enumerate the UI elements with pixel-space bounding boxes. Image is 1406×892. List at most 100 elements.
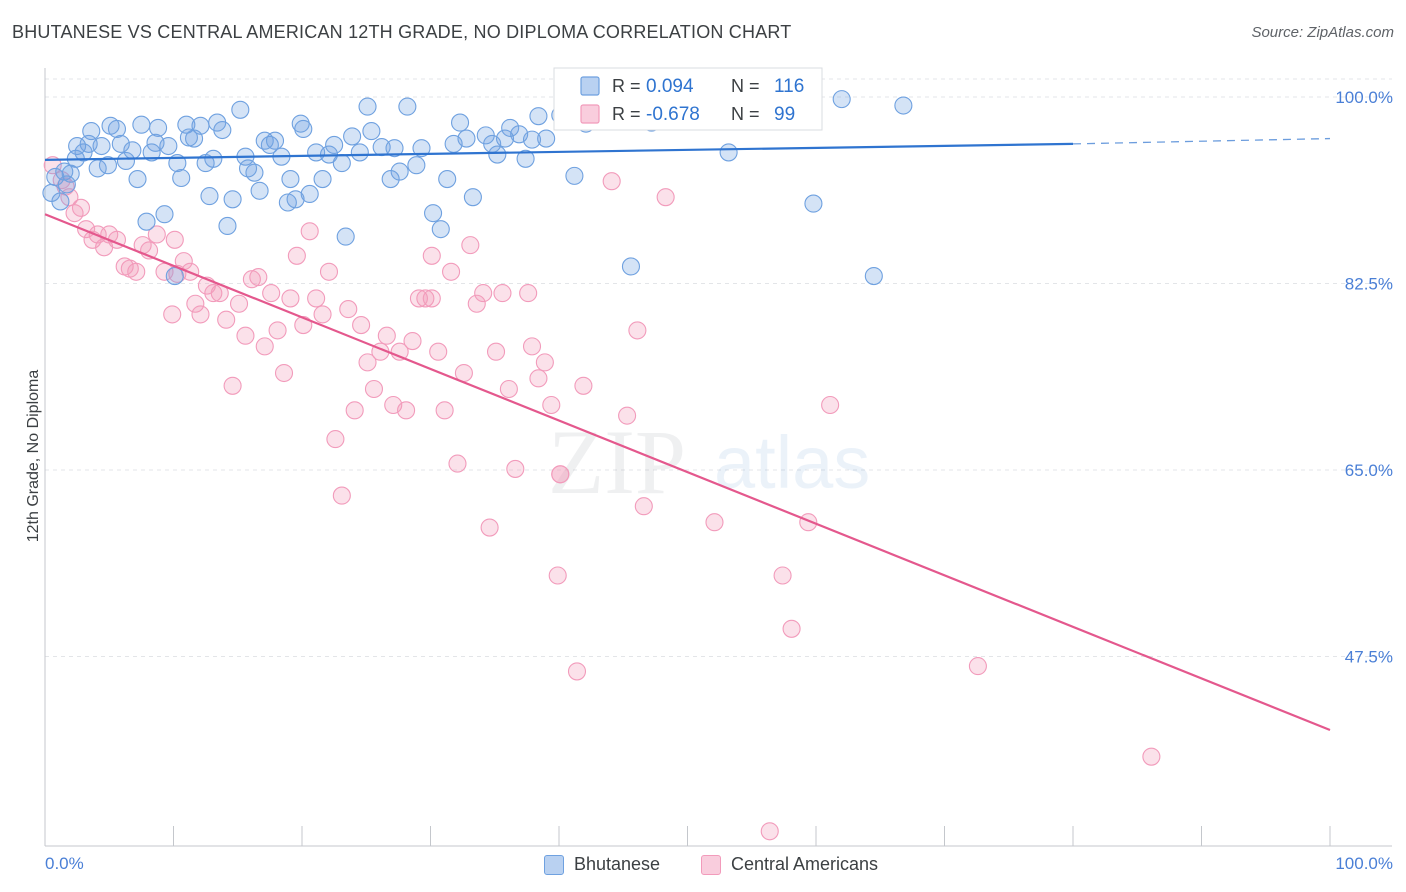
central-americans-point [535, 353, 554, 372]
central-americans-point [281, 289, 300, 308]
central-americans-point [229, 294, 249, 313]
bhutanese-point [516, 149, 535, 168]
central-americans-point [204, 284, 223, 303]
central-americans-point [416, 289, 435, 308]
central-americans-point [223, 376, 242, 395]
bhutanese-point [300, 184, 319, 204]
bhutanese-trend-extension [1072, 137, 1331, 145]
central-americans-point [422, 246, 441, 265]
central-americans-point [529, 369, 548, 388]
central-americans-point [522, 337, 542, 356]
central-americans-points [43, 156, 1161, 841]
stats-swatch-0 [580, 76, 600, 96]
bhutanese-point [116, 151, 136, 170]
central-americans-point [249, 268, 268, 287]
central-americans-point [409, 289, 428, 308]
bhutanese-point [343, 127, 362, 146]
legend-label-bhutanese: Bhutanese [574, 854, 661, 874]
bhutanese-point [537, 129, 556, 148]
central-americans-point [307, 289, 326, 308]
bhutanese-point [149, 118, 168, 137]
stats-r-label: R = [612, 76, 641, 96]
x-tick-label-right: 100.0% [1335, 854, 1393, 873]
bhutanese-point [68, 136, 87, 156]
central-americans-point [448, 454, 467, 473]
central-americans-point [567, 662, 587, 681]
stats-n-value: 99 [774, 104, 795, 125]
bhutanese-point [451, 113, 470, 132]
bhutanese-point [111, 134, 130, 153]
bhutanese-point [381, 170, 400, 189]
y-tick-label: 47.5% [1345, 648, 1393, 667]
bhutanese-point [51, 192, 70, 211]
bhutanese-point [621, 257, 641, 276]
central-americans-point [548, 566, 567, 585]
bhutanese-point [424, 204, 443, 223]
bhutanese-point [132, 115, 151, 134]
central-americans-point [705, 513, 724, 532]
central-americans-point [127, 262, 146, 281]
bhutanese-trend-line [44, 142, 1074, 161]
bhutanese-point [213, 120, 232, 140]
bhutanese-point [155, 205, 174, 224]
bhutanese-point [390, 162, 409, 181]
central-americans-point [339, 300, 358, 319]
legend: Bhutanese Central Americans [0, 848, 1406, 880]
bhutanese-point [142, 143, 161, 162]
central-americans-point [300, 222, 319, 241]
bhutanese-point [92, 136, 111, 156]
bhutanese-point [719, 143, 738, 162]
bhutanese-point [804, 194, 823, 213]
bhutanese-point [82, 122, 101, 141]
central-americans-point [461, 236, 480, 255]
central-americans-point [467, 294, 486, 313]
bhutanese-point [864, 266, 883, 286]
central-americans-point [43, 156, 62, 175]
central-americans-trend-line [44, 213, 1331, 732]
y-tick-label: 65.0% [1345, 461, 1393, 480]
bhutanese-point [165, 266, 184, 286]
central-americans-point [442, 262, 461, 281]
central-americans-point [968, 657, 987, 676]
y-tick-label: 82.5% [1345, 275, 1393, 294]
watermark: ZIP atlas [548, 411, 870, 513]
bhutanese-point [336, 227, 355, 246]
legend-item-bhutanese[interactable]: Bhutanese [544, 854, 660, 875]
central-americans-point [551, 465, 570, 484]
bhutanese-point [832, 90, 851, 109]
central-americans-point [486, 342, 506, 361]
central-americans-point [782, 619, 801, 638]
bhutanese-point [172, 168, 191, 188]
bhutanese-point [529, 107, 548, 126]
bhutanese-point [457, 129, 476, 148]
bhutanese-point [265, 131, 285, 150]
bhutanese-point [107, 119, 127, 139]
central-americans-point [268, 321, 287, 340]
central-americans-point [519, 284, 538, 303]
source-label: Source: ZipAtlas.com [1251, 24, 1394, 41]
central-americans-point [422, 289, 441, 308]
stats-r-value: 0.094 [646, 76, 694, 97]
bhutanese-point [231, 100, 250, 119]
central-americans-point [403, 331, 422, 351]
legend-swatch-central-americans [701, 854, 721, 875]
bhutanese-point [438, 170, 457, 189]
legend-swatch-bhutanese [544, 854, 564, 875]
central-americans-point [602, 172, 621, 191]
central-americans-point [1142, 747, 1161, 766]
legend-item-central-americans[interactable]: Central Americans [701, 854, 878, 875]
stats-swatch-1 [580, 104, 600, 124]
central-americans-point [274, 363, 294, 383]
x-tick-label-left: 0.0% [45, 854, 84, 873]
central-americans-point [506, 459, 525, 478]
bhutanese-point [431, 220, 450, 239]
central-americans-point [352, 316, 371, 335]
central-americans-point [656, 188, 675, 207]
bhutanese-point [407, 156, 426, 175]
bhutanese-point [74, 143, 93, 162]
bhutanese-point [495, 129, 515, 148]
central-americans-point [71, 198, 91, 217]
bhutanese-point [223, 190, 242, 209]
bhutanese-point [57, 175, 76, 194]
